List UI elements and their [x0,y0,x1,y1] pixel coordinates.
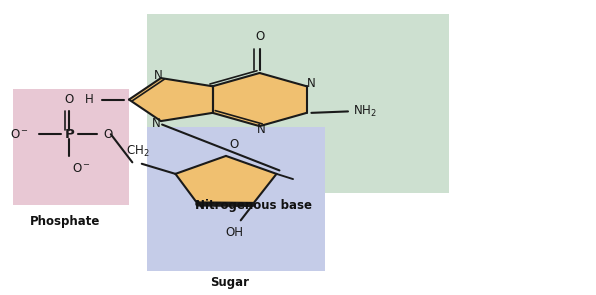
Text: P: P [64,128,74,141]
Text: N: N [152,117,160,130]
Text: O: O [229,138,238,151]
Text: H: H [85,93,94,106]
Text: Phosphate: Phosphate [30,215,100,228]
Polygon shape [129,78,213,121]
Text: O: O [65,93,74,106]
Text: Sugar: Sugar [210,276,250,289]
Text: NH$_2$: NH$_2$ [353,104,377,119]
Text: Nitrogenous base: Nitrogenous base [195,199,312,212]
Text: O: O [104,128,113,141]
FancyBboxPatch shape [13,89,129,205]
FancyBboxPatch shape [147,127,325,271]
Text: N: N [307,77,316,90]
Text: N: N [154,69,162,82]
FancyBboxPatch shape [147,14,449,194]
Text: O$^-$: O$^-$ [10,128,29,141]
Text: N: N [257,123,266,136]
Text: OH: OH [226,226,244,239]
Polygon shape [213,73,307,126]
Text: O: O [255,30,264,43]
Text: CH$_2$: CH$_2$ [126,144,150,159]
Text: O$^-$: O$^-$ [73,162,91,175]
Polygon shape [175,156,277,204]
